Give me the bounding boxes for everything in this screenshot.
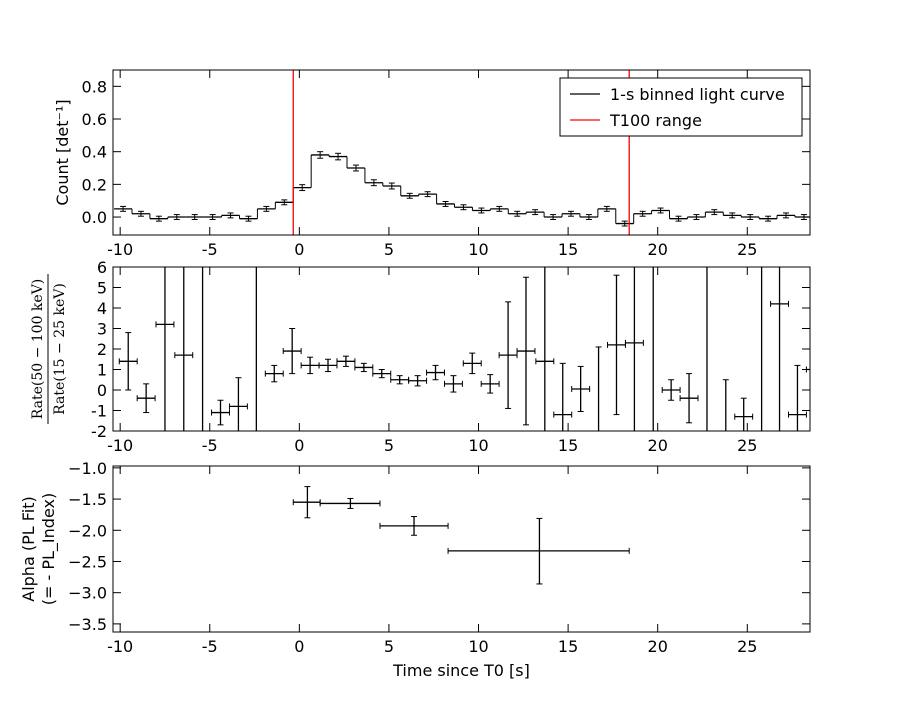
legend-label: T100 range — [609, 111, 702, 130]
x-tick-label: 20 — [648, 240, 668, 259]
y-axis-label: Rate(15 − 25 keV) — [52, 283, 68, 415]
y-axis-label: Rate(50 − 100 keV) — [30, 279, 46, 420]
x-tick-label: 0 — [294, 637, 304, 656]
x-tick-label: 15 — [558, 240, 578, 259]
y-axis-label: Alpha (PL Fit) — [19, 496, 38, 601]
x-tick-label: 0 — [294, 240, 304, 259]
y-tick-label: 2 — [97, 340, 107, 359]
y-tick-label: 0.6 — [82, 110, 107, 129]
x-tick-label: 25 — [737, 637, 757, 656]
legend-label: 1-s binned light curve — [610, 85, 785, 104]
y-tick-label: 6 — [97, 258, 107, 277]
y-axis-label: (= - PL_Index) — [39, 493, 59, 605]
x-tick-label: 15 — [558, 436, 578, 455]
y-tick-label: 0.0 — [82, 208, 107, 227]
y-tick-label: 4 — [97, 299, 107, 318]
y-tick-label: 0 — [97, 381, 107, 400]
legend-box — [559, 77, 803, 137]
plot-area — [118, 267, 810, 431]
x-tick-label: -5 — [202, 436, 218, 455]
x-tick-label: 0 — [294, 436, 304, 455]
plot-area — [292, 486, 630, 585]
y-axis-label: Count [det⁻¹] — [53, 99, 72, 205]
x-tick-label: 20 — [648, 436, 668, 455]
y-tick-label: 5 — [97, 279, 107, 298]
y-tick-label: 3 — [97, 320, 107, 339]
x-tick-label: -10 — [107, 637, 133, 656]
x-tick-label: -5 — [202, 240, 218, 259]
y-tick-label: −3.5 — [68, 615, 107, 634]
x-tick-label: -10 — [107, 240, 133, 259]
x-tick-label: 15 — [558, 637, 578, 656]
x-tick-label: -5 — [202, 637, 218, 656]
y-tick-label: −2.5 — [68, 552, 107, 571]
y-tick-label: 0.8 — [82, 77, 107, 96]
plot-area — [114, 70, 810, 235]
y-tick-label: -2 — [91, 422, 107, 441]
y-tick-label: 0.4 — [82, 143, 107, 162]
y-tick-label: 0.2 — [82, 175, 107, 194]
y-tick-label: −3.0 — [68, 584, 107, 603]
x-tick-label: 5 — [384, 637, 394, 656]
x-tick-label: 5 — [384, 436, 394, 455]
x-tick-label: 25 — [737, 240, 757, 259]
axes-frame — [112, 69, 811, 236]
y-tick-label: -1 — [91, 402, 107, 421]
x-tick-label: 10 — [468, 436, 488, 455]
y-tick-label: −2.0 — [68, 521, 107, 540]
x-tick-label: 5 — [384, 240, 394, 259]
axes-frame — [112, 266, 811, 432]
x-axis-label: Time since T0 [s] — [392, 661, 530, 680]
x-tick-label: -10 — [107, 436, 133, 455]
y-tick-label: −1.0 — [68, 459, 107, 478]
axes-frame — [112, 465, 811, 633]
y-tick-label: −1.5 — [68, 490, 107, 509]
x-tick-label: 20 — [648, 637, 668, 656]
x-tick-label: 10 — [468, 637, 488, 656]
y-tick-label: 1 — [97, 361, 107, 380]
x-tick-label: 25 — [737, 436, 757, 455]
x-tick-label: 10 — [468, 240, 488, 259]
